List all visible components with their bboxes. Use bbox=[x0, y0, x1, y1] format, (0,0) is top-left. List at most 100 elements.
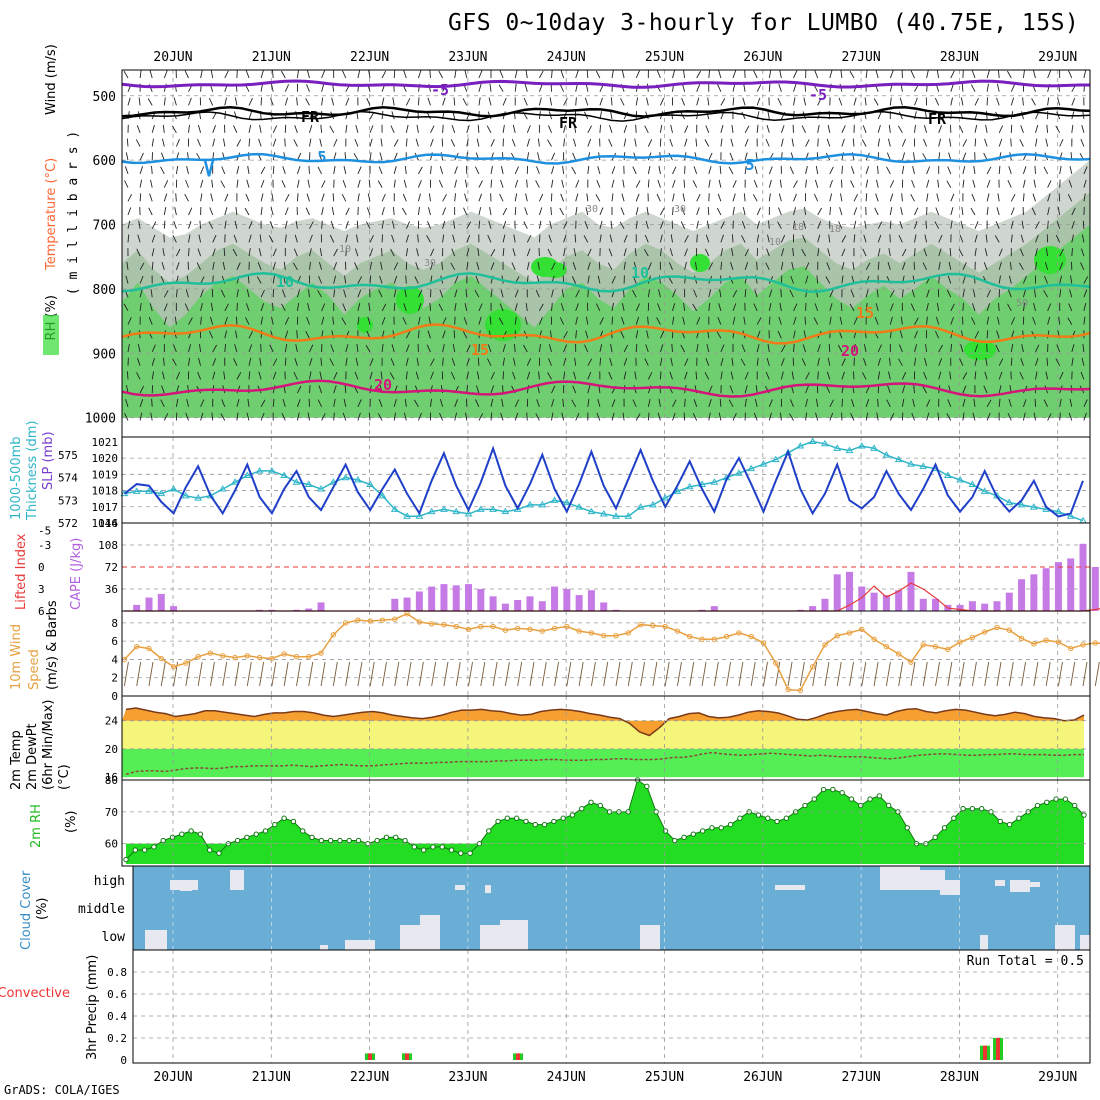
thickness-point bbox=[833, 444, 842, 451]
wind-barb bbox=[826, 371, 831, 380]
wind-barb bbox=[260, 83, 263, 92]
wind-barb bbox=[1059, 165, 1062, 174]
wind-barb bbox=[248, 111, 253, 120]
wind-barb bbox=[753, 303, 758, 312]
wind-barb bbox=[789, 413, 794, 421]
wind-barb bbox=[563, 234, 567, 243]
wind-barb bbox=[635, 193, 640, 202]
wind-point bbox=[687, 633, 693, 640]
cape-bar bbox=[514, 600, 522, 611]
wind-barb bbox=[817, 207, 822, 216]
wind-barb bbox=[815, 398, 819, 407]
wind-barb bbox=[926, 179, 930, 188]
rh-point bbox=[932, 834, 938, 841]
wind-barb bbox=[498, 84, 504, 92]
wind-barb bbox=[538, 220, 542, 229]
cape-bar bbox=[968, 601, 976, 611]
wind-barb bbox=[865, 166, 870, 175]
wind-barb bbox=[535, 180, 540, 188]
wind-barb bbox=[200, 70, 203, 79]
wind-point bbox=[957, 639, 963, 645]
wind-barb bbox=[898, 661, 904, 687]
wind-barb bbox=[1083, 166, 1088, 175]
wind-barb bbox=[474, 166, 480, 175]
wind-barb bbox=[560, 303, 565, 312]
wind-barb bbox=[805, 412, 808, 421]
wind-barb bbox=[728, 166, 734, 175]
wind-barb bbox=[780, 358, 785, 366]
date-label-top: 25JUN bbox=[645, 50, 684, 65]
wind-barb bbox=[949, 248, 952, 257]
wind-barb bbox=[778, 316, 782, 325]
wind-barb bbox=[1083, 276, 1089, 284]
wind-barb bbox=[853, 193, 859, 202]
cape-bar bbox=[428, 586, 436, 611]
wind-barb bbox=[623, 358, 628, 366]
ylabel-li: Lifted Index bbox=[14, 533, 29, 610]
ylabel-millibars: ( m i l l i b a r s ) bbox=[66, 131, 81, 295]
wind-barb bbox=[684, 371, 688, 380]
wind-barb bbox=[393, 69, 396, 79]
wind-barb bbox=[417, 70, 422, 79]
wind-barb bbox=[369, 235, 374, 243]
wind-barb bbox=[585, 207, 589, 216]
wind-barb bbox=[478, 303, 483, 312]
ytick-label: 700 bbox=[93, 219, 116, 234]
wind-barb bbox=[341, 193, 347, 202]
wind-barb bbox=[983, 385, 988, 394]
wind-barb bbox=[402, 317, 407, 325]
wind-barb bbox=[321, 180, 326, 188]
wind-barb bbox=[780, 125, 785, 133]
wind-barb bbox=[197, 248, 202, 257]
wind-barb bbox=[345, 661, 351, 687]
wind-barb bbox=[345, 234, 348, 243]
wind-barb bbox=[442, 357, 444, 366]
wind-barb bbox=[245, 317, 250, 325]
wind-barb bbox=[259, 357, 262, 366]
wind-point bbox=[490, 623, 496, 630]
cloud-bar bbox=[500, 920, 528, 950]
rh-point bbox=[774, 818, 780, 825]
wind-barb bbox=[430, 138, 434, 147]
wind-barb bbox=[575, 97, 577, 106]
ytick-wind: 8 bbox=[111, 617, 118, 630]
wind-barb bbox=[272, 302, 274, 311]
wind-barb bbox=[393, 152, 398, 161]
wind-barb bbox=[901, 398, 905, 407]
wind-barb bbox=[465, 289, 468, 298]
wind-barb bbox=[599, 97, 603, 106]
wind-barb bbox=[318, 385, 323, 394]
wind-barb bbox=[765, 262, 770, 271]
wind-barb bbox=[936, 193, 940, 202]
wind-barb bbox=[946, 180, 952, 188]
ytick-slp: 1018 bbox=[92, 485, 119, 498]
wind-barb bbox=[475, 275, 480, 284]
wind-barb bbox=[306, 316, 310, 325]
wind-barb bbox=[959, 234, 964, 243]
thickness-point bbox=[784, 448, 792, 456]
wind-barb bbox=[199, 344, 202, 353]
wind-barb bbox=[962, 412, 965, 421]
wind-barb bbox=[248, 357, 252, 366]
wind-barb bbox=[426, 344, 431, 353]
wind-barb bbox=[961, 83, 964, 92]
wind-barb bbox=[405, 357, 409, 366]
wind-barb bbox=[453, 330, 456, 339]
wind-barb bbox=[696, 70, 701, 79]
wind-barb bbox=[1071, 97, 1076, 106]
wind-barb bbox=[1022, 302, 1026, 311]
wind-barb bbox=[1044, 275, 1049, 284]
wind-barb bbox=[502, 357, 505, 366]
thickness-point bbox=[673, 487, 682, 494]
wind-barb bbox=[829, 193, 833, 202]
wind-barb bbox=[477, 124, 480, 133]
wind-barb bbox=[357, 302, 361, 312]
wind-barb bbox=[852, 261, 855, 270]
wind-barb bbox=[1021, 661, 1027, 687]
rh-point bbox=[262, 828, 269, 834]
wind-barb bbox=[1071, 344, 1075, 353]
wind-barb bbox=[127, 344, 130, 353]
cloud-bar bbox=[980, 935, 988, 950]
rh-point bbox=[811, 796, 817, 802]
wind-barb bbox=[659, 344, 664, 353]
